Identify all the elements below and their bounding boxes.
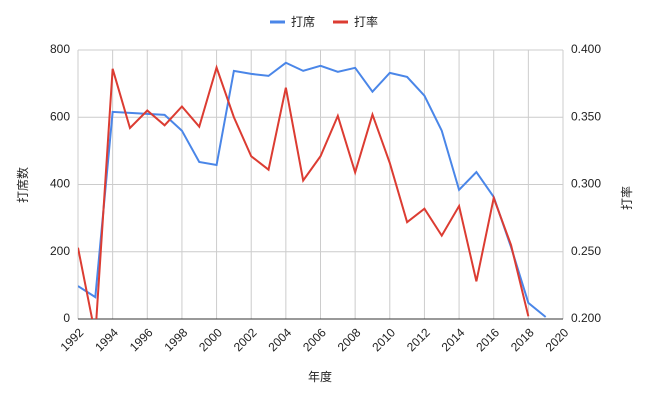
y2-tick-label: 0.250 xyxy=(571,244,601,258)
y-tick-label: 800 xyxy=(50,42,70,56)
x-tick-label: 2010 xyxy=(369,325,398,354)
x-tick-label: 1998 xyxy=(162,325,191,354)
y2-axis-title: 打率 xyxy=(619,186,634,210)
x-tick-label: 2004 xyxy=(265,325,294,354)
series-line xyxy=(78,61,547,318)
y-tick-label: 0 xyxy=(63,311,70,325)
x-tick-label: 2012 xyxy=(404,325,433,354)
series-line xyxy=(78,64,530,319)
plot xyxy=(78,61,547,319)
y-tick-label: 200 xyxy=(50,244,70,258)
y-axis-title: 打席数 xyxy=(15,167,30,203)
y-tick-label: 600 xyxy=(50,109,70,123)
y2-tick-label: 0.350 xyxy=(571,109,601,123)
x-tick-label: 2002 xyxy=(231,325,260,354)
x-tick-label: 2018 xyxy=(508,325,537,354)
x-tick-label: 2016 xyxy=(473,325,502,354)
x-tick-label: 1992 xyxy=(58,325,87,354)
x-axis-title: 年度 xyxy=(308,369,332,384)
x-tick-label: 2006 xyxy=(300,325,329,354)
y2-tick-label: 0.300 xyxy=(571,177,601,191)
x-tick-label: 2014 xyxy=(439,325,468,354)
y2-tick-label: 0.400 xyxy=(571,42,601,56)
legend-label: 打率 xyxy=(354,14,378,29)
x-tick-label: 2008 xyxy=(335,325,364,354)
x-tick-label: 2000 xyxy=(196,325,225,354)
x-tick-label: 1994 xyxy=(92,325,121,354)
y-tick-label: 400 xyxy=(50,177,70,191)
y2-tick-label: 0.200 xyxy=(571,311,601,325)
legend-label: 打席 xyxy=(291,14,315,29)
x-tick-label: 2020 xyxy=(543,325,572,354)
x-tick-label: 1996 xyxy=(127,325,156,354)
